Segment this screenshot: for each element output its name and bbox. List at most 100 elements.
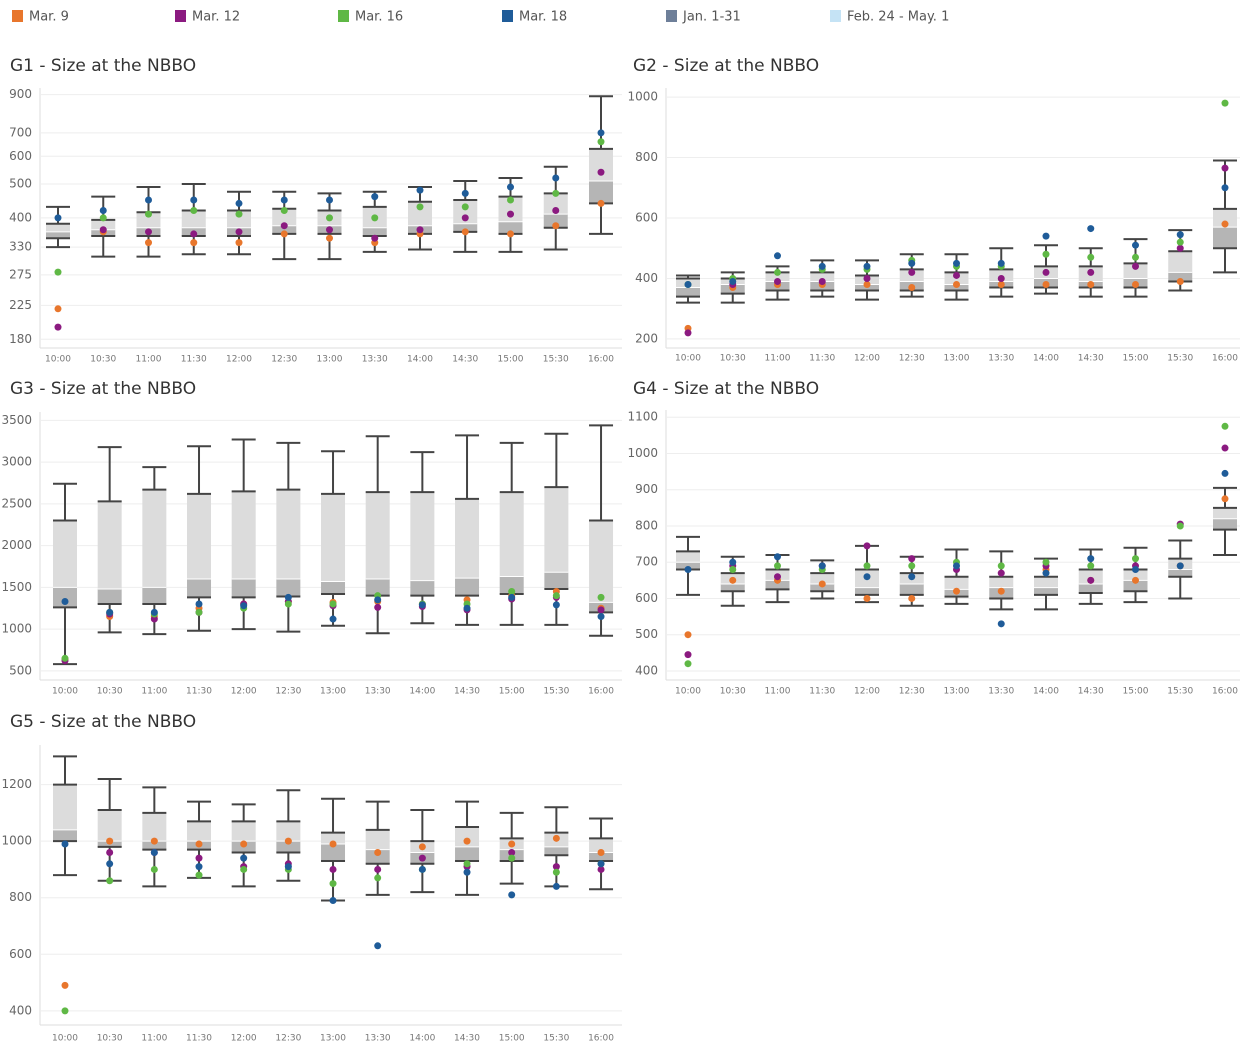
day-point — [1087, 562, 1095, 570]
x-tick-label: 11:30 — [186, 687, 212, 697]
day-point — [774, 277, 781, 285]
x-tick-label: 15:30 — [543, 687, 569, 697]
day-point — [61, 598, 69, 606]
x-tick-label: 15:30 — [543, 1034, 569, 1044]
y-tick-label: 400 — [635, 271, 658, 285]
box-lower — [97, 588, 122, 605]
x-tick-label: 14:00 — [407, 355, 433, 365]
x-tick-label: 15:00 — [499, 1034, 525, 1044]
y-tick-label: 500 — [9, 663, 32, 677]
box-upper — [1078, 569, 1103, 584]
x-tick-label: 12:30 — [271, 355, 297, 365]
day-point — [1132, 555, 1139, 563]
x-tick-label: 13:30 — [988, 687, 1014, 697]
legend-swatch — [830, 10, 841, 22]
x-tick-label: 10:00 — [52, 1034, 78, 1044]
day-point — [684, 565, 692, 573]
y-tick-label: 3000 — [1, 455, 32, 469]
day-point — [908, 594, 916, 602]
day-point — [552, 834, 560, 842]
y-tick-label: 600 — [635, 211, 658, 225]
box-upper — [91, 219, 116, 230]
day-point — [329, 897, 337, 905]
y-tick-label: 800 — [635, 150, 658, 164]
box-lower — [231, 578, 256, 598]
day-point — [418, 843, 426, 851]
day-point — [416, 186, 424, 194]
day-point — [1176, 277, 1184, 285]
x-tick-label: 16:00 — [1212, 354, 1238, 364]
box-lower — [1168, 272, 1193, 282]
day-point — [463, 837, 471, 845]
day-point — [552, 592, 560, 600]
x-tick-label: 13:00 — [320, 1034, 346, 1044]
day-point — [818, 562, 826, 570]
y-tick-label: 1200 — [1, 777, 32, 791]
day-point — [729, 277, 737, 285]
day-point — [863, 562, 871, 570]
day-point — [326, 214, 333, 222]
day-point — [54, 305, 62, 313]
x-tick-label: 14:30 — [454, 687, 480, 697]
box-lower — [544, 846, 569, 856]
day-point — [374, 596, 382, 604]
x-tick-label: 13:00 — [320, 687, 346, 697]
day-point — [150, 865, 158, 873]
day-point — [729, 558, 737, 566]
y-tick-label: 1000 — [1, 622, 32, 636]
x-tick-label: 14:30 — [454, 1034, 480, 1044]
x-tick-label: 12:00 — [854, 354, 880, 364]
x-tick-label: 11:00 — [141, 1034, 167, 1044]
day-point — [1221, 164, 1229, 172]
legend-label: Jan. 1-31 — [682, 10, 741, 25]
legend-swatch — [338, 10, 349, 22]
day-point — [597, 860, 605, 868]
day-point — [326, 196, 333, 204]
day-point — [280, 196, 288, 204]
box-lower — [187, 578, 212, 598]
box-upper — [181, 210, 206, 228]
day-point — [684, 651, 692, 659]
legend-label: Mar. 12 — [192, 10, 240, 25]
day-point — [463, 604, 471, 612]
box-upper — [810, 573, 835, 584]
chart-title: G1 - Size at the NBBO — [10, 56, 196, 76]
box-upper — [187, 493, 212, 579]
x-tick-label: 13:30 — [362, 355, 388, 365]
day-point — [597, 848, 605, 856]
day-point — [507, 210, 514, 218]
box-upper — [53, 784, 77, 830]
box-upper — [227, 210, 251, 228]
day-point — [508, 593, 516, 601]
legend-label: Mar. 16 — [355, 10, 403, 25]
day-point — [597, 138, 605, 146]
day-point — [1087, 225, 1095, 233]
day-point — [374, 942, 382, 950]
box-upper — [810, 272, 835, 282]
box-upper — [1213, 507, 1237, 519]
x-tick-label: 11:00 — [765, 687, 791, 697]
y-tick-label: 2000 — [1, 538, 32, 552]
y-tick-label: 700 — [9, 125, 32, 139]
x-tick-label: 14:00 — [1033, 354, 1059, 364]
x-tick-label: 11:00 — [136, 355, 162, 365]
day-point — [461, 189, 469, 197]
x-tick-label: 14:00 — [409, 1034, 435, 1044]
box-lower — [589, 852, 614, 861]
y-tick-label: 400 — [9, 1003, 32, 1017]
box-upper — [589, 148, 613, 181]
day-point — [684, 631, 692, 639]
y-tick-label: 700 — [635, 555, 658, 569]
day-point — [371, 214, 379, 222]
day-point — [774, 553, 781, 561]
day-point — [1221, 220, 1229, 228]
box-upper — [276, 821, 301, 842]
day-point — [418, 601, 426, 609]
day-point — [106, 848, 114, 856]
box-lower — [1034, 587, 1058, 595]
day-point — [280, 206, 288, 214]
x-tick-label: 10:30 — [90, 355, 116, 365]
day-point — [240, 854, 248, 862]
day-point — [507, 183, 514, 191]
day-point — [1221, 444, 1229, 452]
